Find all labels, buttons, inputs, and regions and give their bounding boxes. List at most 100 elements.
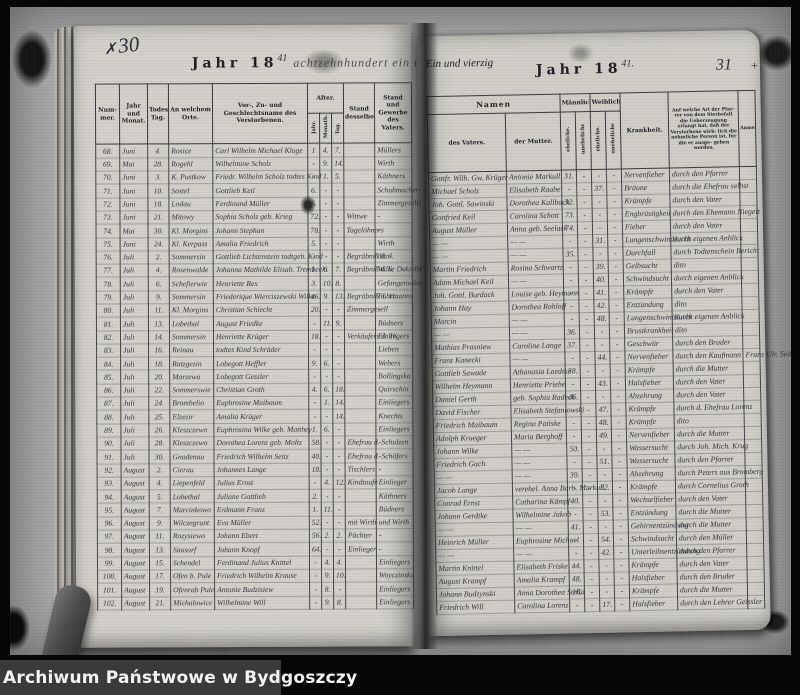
cell-anmerkung	[741, 296, 760, 310]
cell-gewerbe: Einliegers	[375, 422, 413, 436]
cell-tag: 18.	[148, 357, 170, 371]
cell-anmerkung	[746, 543, 764, 557]
cell-stand	[344, 422, 376, 437]
cell-anmerkung	[740, 218, 758, 232]
cell-m-unehelich: -	[579, 351, 596, 365]
table-row: 100. August 17. Ofen b. Pule Friedrich W…	[97, 568, 414, 584]
cell-alter-monat: 8.	[321, 582, 334, 596]
cell-w-unehelich: -	[609, 350, 626, 365]
cell-monat: Juli	[120, 423, 149, 438]
cell-tag: 22.	[148, 383, 170, 397]
cell-name: Ferdinand Müller	[212, 196, 308, 211]
cell-w-ehelich: 42.	[598, 546, 614, 560]
table-row: 83. Juli 16. Reinau todtes Kind Schräder…	[96, 342, 413, 358]
cell-monat: Juni	[119, 170, 148, 185]
cell-m-unehelich: -	[576, 182, 592, 196]
cell-krankheit: Krämpfe	[626, 414, 675, 429]
cell-monat: Juli	[120, 250, 149, 265]
cell-gewerbe: Büdners	[375, 316, 413, 330]
cell-art: durch den Bruder	[672, 335, 743, 350]
title-printed: Jahr 18	[191, 55, 278, 72]
cell-nummer: 96.	[97, 516, 122, 531]
cell-w-unehelich: -	[606, 194, 623, 209]
cell-tag: 11.	[149, 529, 171, 544]
cell-stand	[345, 595, 377, 609]
cell-alter-jahr: 1	[307, 143, 320, 157]
cell-gewerbe: Wirth	[374, 156, 412, 170]
cell-monat: August	[121, 556, 150, 570]
cell-m-unehelich: -	[578, 273, 594, 287]
table-row: 73. Juni 21. Mitowy Sophia Scholz geb. K…	[95, 209, 413, 225]
cell-monat: Mai	[120, 224, 149, 238]
cell-tag: 30.	[148, 450, 171, 464]
cell-name: Johanna Mathilde Elisab. Trembecki	[213, 263, 328, 278]
cell-mutter: — —	[511, 456, 568, 471]
col-krankheit: Krankheit.	[619, 92, 670, 169]
col-m-unehelich: uneheliche.	[575, 111, 592, 170]
cell-monat: Juli	[120, 357, 149, 371]
cell-art: durch Todtenschein Bericht	[670, 244, 759, 260]
cell-nummer: 68.	[95, 144, 120, 158]
cell-tag: 21.	[147, 210, 170, 225]
cell-tag: 28.	[148, 436, 170, 451]
cell-alter-tag: 14.	[332, 396, 345, 410]
cell-name: Gottlieb Keil	[212, 183, 308, 198]
left-register-table: Num- mer. Jahr und Monat. Todes- Tag. An…	[94, 82, 431, 611]
cell-nummer: 80.	[96, 304, 121, 318]
cell-name: Christian Groth	[213, 382, 309, 397]
cell-alter-jahr: 20.	[308, 303, 321, 317]
cell-w-ehelich: 43.	[595, 377, 611, 391]
cell-monat: Juli	[120, 290, 149, 305]
cell-alter-jahr: 6.	[307, 183, 320, 197]
cell-stand: Wittwe	[343, 209, 376, 224]
cell-w-unehelich: -	[607, 233, 623, 248]
cell-anmerkung	[747, 582, 765, 596]
cell-w-ehelich: 47.	[595, 403, 612, 417]
cell-alter-tag: -	[332, 223, 345, 237]
table-row: 74. Mai 30. Kl. Morgins Johann Stephan 7…	[96, 222, 413, 238]
cell-ort: Lodau	[168, 197, 213, 211]
cell-stand: Zimmergesell	[344, 302, 388, 317]
cell-mutter: — —	[509, 352, 566, 367]
right-page-title: Jahr 1841.	[536, 58, 634, 79]
cell-krankheit: Abzehrung	[627, 466, 676, 481]
cell-w-ehelich: 17.	[599, 598, 615, 612]
cell-tag: 13.	[148, 317, 170, 331]
cell-w-ehelich: -	[592, 247, 609, 261]
cell-name: Wilhelmine Scholz	[212, 156, 308, 171]
cell-gewerbe: Fuhrmanns	[375, 289, 413, 303]
cell-alter-monat: -	[320, 436, 333, 450]
cell-monat: Juli	[120, 330, 149, 344]
cell-mutter: Antonie Markull	[506, 170, 562, 185]
cell-krankheit: Engbrüstigkeit	[622, 207, 671, 221]
cell-alter-tag: -	[331, 183, 344, 197]
cell-alter-tag: 13.	[332, 289, 345, 304]
cell-mutter: Carolina Schott	[507, 209, 563, 224]
cell-w-ehelich: -	[598, 559, 615, 573]
cell-m-unehelich: -	[578, 260, 594, 274]
cell-monat: Juli	[120, 277, 149, 291]
cell-ort: Brombelio	[169, 396, 214, 411]
book-gutter	[410, 23, 438, 649]
cell-anmerkung	[744, 452, 763, 466]
cell-ort: Kleszczewo	[169, 423, 214, 437]
cell-alter-monat: -	[321, 542, 334, 556]
cell-mutter: geb. Sophia Radeck	[510, 391, 575, 406]
cell-name: Henriette Rex	[213, 276, 309, 291]
cell-art: durch eigenen Anblick	[672, 309, 745, 324]
cell-nummer: 74.	[96, 224, 121, 238]
cell-gewerbe: Wirth	[375, 236, 413, 250]
cell-alter-tag: -	[332, 449, 346, 463]
cell-ort: Kleszczewo	[169, 436, 214, 451]
cell-w-unehelich: -	[610, 363, 626, 378]
cell-nummer: 97.	[97, 530, 122, 544]
cell-alter-jahr: -	[308, 369, 321, 383]
cell-ort: Kl. Morgins	[169, 303, 214, 318]
cell-krankheit: Gehirnentzündung	[628, 518, 689, 533]
cell-w-ehelich: 40.	[593, 273, 609, 287]
cell-ort: Sommersin	[169, 290, 214, 304]
cell-anmerkung	[743, 374, 761, 388]
cell-w-unehelich: -	[608, 272, 624, 287]
cell-stand: Kindtaufe	[345, 475, 378, 490]
cell-alter-jahr: -	[309, 582, 322, 596]
